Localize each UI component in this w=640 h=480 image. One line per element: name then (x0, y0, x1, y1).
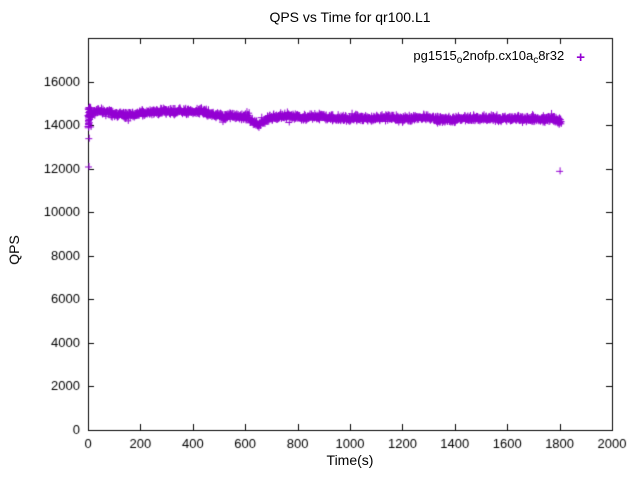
legend-label: pg1515o2nofp.cx10ac8r32 (413, 48, 565, 66)
legend-series-marker: + (576, 48, 585, 66)
chart-title: QPS vs Time for qr100.L1 (269, 9, 431, 25)
y-axis-label: QPS (6, 235, 22, 265)
legend: pg1515o2nofp.cx10ac8r32 + (88, 48, 585, 66)
x-axis-label: Time(s) (326, 452, 374, 468)
